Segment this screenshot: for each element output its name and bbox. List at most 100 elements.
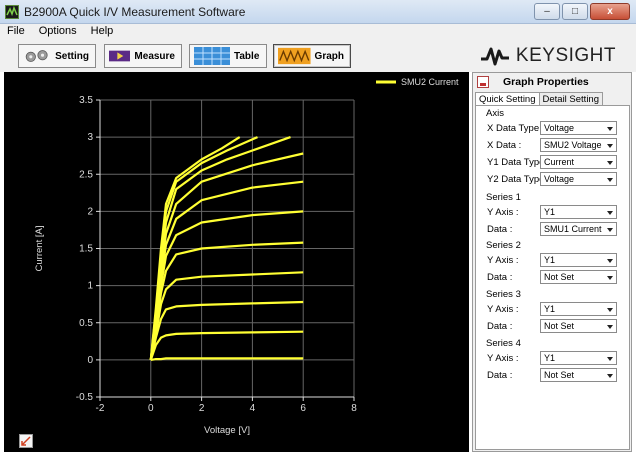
close-icon: x	[607, 5, 613, 17]
chevron-down-icon	[607, 144, 613, 148]
table-icon	[194, 47, 230, 65]
menu-file[interactable]: File	[7, 25, 25, 37]
graph-panel[interactable]: -2 0 2 4 6 8 -0.5 0 0.5 1 1.5 2 2.5 3 3.5 Voltage [V] Cu…	[4, 72, 469, 452]
chevron-down-icon	[607, 127, 613, 131]
zoom-icon	[21, 436, 31, 446]
y-tick-label: 1.5	[79, 244, 93, 255]
series-3-y-axis-label: Y Axis :	[487, 304, 519, 315]
series-1-y-axis-select[interactable]: Y1	[540, 205, 617, 219]
chevron-down-icon	[607, 211, 613, 215]
series-2-y-axis-select[interactable]: Y1	[540, 253, 617, 267]
series-3-data-select[interactable]: Not Set	[540, 319, 617, 333]
minimize-icon: –	[544, 5, 550, 17]
measure-button[interactable]: Measure	[104, 44, 182, 68]
x-tick-label: 0	[148, 403, 154, 414]
series-4-data-label: Data :	[487, 370, 513, 381]
app-icon	[5, 5, 19, 19]
chevron-down-icon	[607, 178, 613, 182]
setting-label: Setting	[55, 50, 89, 62]
y-tick-label: 0.5	[79, 318, 93, 329]
chevron-down-icon	[607, 161, 613, 165]
data-curve	[149, 136, 241, 361]
x-tick-label: 8	[351, 403, 357, 414]
series-4-title: Series 4	[486, 338, 521, 349]
x-data-select[interactable]: SMU2 Voltage	[540, 138, 617, 152]
tab-detail-setting[interactable]: Detail Setting	[538, 92, 604, 106]
series-2-data-select[interactable]: Not Set	[540, 270, 617, 284]
graph-label: Graph	[314, 50, 344, 62]
y2-data-type-select[interactable]: Voltage	[540, 172, 617, 186]
chevron-down-icon	[607, 259, 613, 263]
table-button[interactable]: Table	[189, 44, 267, 68]
menu-options[interactable]: Options	[38, 25, 77, 37]
y1-data-type-select[interactable]: Current	[540, 155, 617, 169]
minimize-button[interactable]: –	[534, 3, 560, 20]
graph-properties-panel: Graph Properties Quick Setting Detail Se…	[472, 72, 632, 452]
x-tick-label: -2	[96, 403, 105, 414]
toolbar: Setting Measure Table Graph KEYSIGHT	[0, 39, 636, 72]
series-2-data-label: Data :	[487, 272, 513, 283]
y-tick-label: 1	[87, 281, 93, 292]
y-tick-label: 0	[87, 355, 93, 366]
data-curve	[149, 241, 304, 361]
series-3-data-label: Data :	[487, 321, 513, 332]
y-axis-label: Current [A]	[34, 226, 45, 272]
series-1-group: Series 1 Y Axis : Y1 Data : SMU1 Current	[478, 192, 628, 238]
close-button[interactable]: x	[590, 3, 630, 20]
data-curve	[150, 357, 304, 361]
setting-button[interactable]: Setting	[18, 44, 96, 68]
graph-button[interactable]: Graph	[273, 44, 351, 68]
chevron-down-icon	[607, 357, 613, 361]
maximize-icon: □	[571, 5, 579, 17]
y-tick-label: 3	[87, 132, 93, 143]
iv-chart: -2 0 2 4 6 8 -0.5 0 0.5 1 1.5 2 2.5 3 3.5 Voltage [V] Cu…	[34, 77, 459, 436]
x-tick-label: 4	[250, 403, 256, 414]
x-tick-label: 6	[300, 403, 306, 414]
zoom-reset-button[interactable]	[19, 434, 33, 448]
series-4-y-axis-label: Y Axis :	[487, 353, 519, 364]
axis-group-title: Axis	[486, 108, 504, 119]
play-icon	[109, 50, 131, 62]
keysight-logo: KEYSIGHT	[480, 45, 616, 67]
x-tick-label: 2	[199, 403, 205, 414]
keysight-wave-icon	[480, 47, 509, 66]
graph-properties-icon	[477, 75, 489, 88]
measure-label: Measure	[134, 50, 175, 62]
data-curve	[149, 330, 304, 361]
chevron-down-icon	[607, 228, 613, 232]
chevron-down-icon	[607, 325, 613, 329]
chevron-down-icon	[607, 276, 613, 280]
series-1-title: Series 1	[486, 192, 521, 203]
series-4-group: Series 4 Y Axis : Y1 Data : Not Set	[478, 338, 628, 384]
table-label: Table	[234, 50, 260, 62]
y-tick-label: 2	[87, 206, 93, 217]
series-2-group: Series 2 Y Axis : Y1 Data : Not Set	[478, 240, 628, 286]
waveform-icon	[278, 47, 311, 65]
legend-label: SMU2 Current	[401, 77, 459, 87]
axis-group: Axis X Data Type : Voltage X Data : SMU2…	[478, 108, 628, 188]
maximize-button[interactable]: □	[562, 3, 588, 20]
series-4-data-select[interactable]: Not Set	[540, 368, 617, 382]
window-title: B2900A Quick I/V Measurement Software	[24, 5, 246, 19]
brand-name: KEYSIGHT	[515, 45, 616, 66]
y-tick-label: 3.5	[79, 95, 93, 106]
menu-bar: File Options Help	[0, 24, 636, 39]
series-1-data-select[interactable]: SMU1 Current	[540, 222, 617, 236]
x-axis-label: Voltage [V]	[204, 425, 250, 436]
y-tick-label: -0.5	[76, 392, 94, 403]
y-tick-label: 2.5	[79, 169, 93, 180]
gears-icon	[25, 50, 48, 62]
y1-data-type-label: Y1 Data Type :	[487, 157, 550, 168]
series-3-group: Series 3 Y Axis : Y1 Data : Not Set	[478, 289, 628, 335]
series-4-y-axis-select[interactable]: Y1	[540, 351, 617, 365]
menu-help[interactable]: Help	[90, 25, 114, 37]
series-2-title: Series 2	[486, 240, 521, 251]
x-data-label: X Data :	[487, 140, 522, 151]
series-3-title: Series 3	[486, 289, 521, 300]
quick-setting-body: Axis X Data Type : Voltage X Data : SMU2…	[475, 105, 630, 450]
x-data-type-select[interactable]: Voltage	[540, 121, 617, 135]
chevron-down-icon	[607, 374, 613, 378]
panel-title: Graph Properties	[503, 75, 589, 88]
series-3-y-axis-select[interactable]: Y1	[540, 302, 617, 316]
x-data-type-label: X Data Type :	[487, 123, 545, 134]
